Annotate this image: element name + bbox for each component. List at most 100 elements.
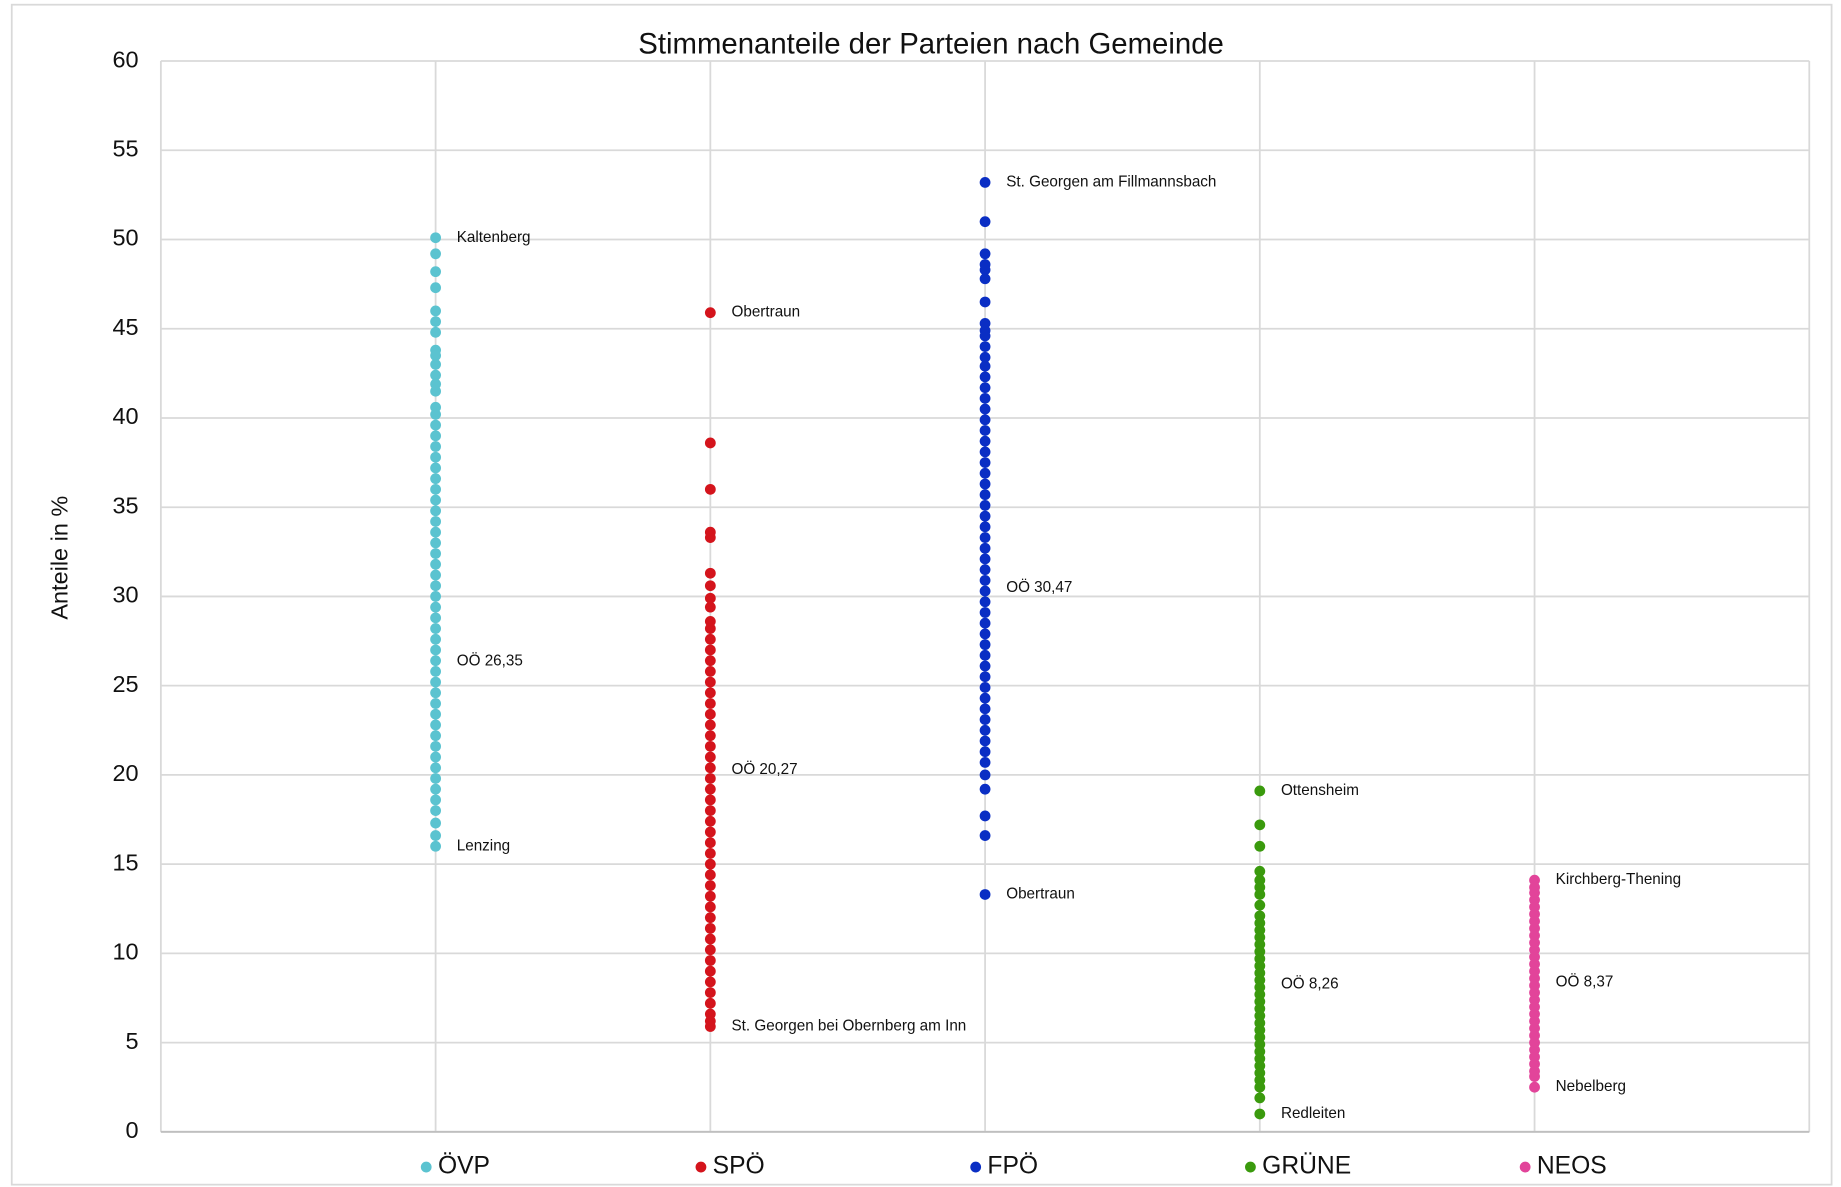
dot <box>979 596 991 608</box>
dot <box>430 505 442 517</box>
dot <box>704 437 716 449</box>
dot <box>704 762 716 774</box>
dot <box>979 628 991 640</box>
legend-marker <box>970 1161 982 1173</box>
dot <box>430 537 442 549</box>
dot <box>979 216 991 228</box>
dot <box>704 890 716 902</box>
y-tick-label: 60 <box>112 46 138 72</box>
dot <box>704 783 716 795</box>
dot <box>979 757 991 768</box>
legend-label: SPÖ <box>713 1153 765 1180</box>
dot <box>979 330 991 342</box>
dot <box>704 976 716 988</box>
dot <box>430 350 442 361</box>
dot <box>430 773 442 784</box>
dot <box>430 698 442 709</box>
dot <box>704 837 716 849</box>
annotation: Kaltenberg <box>457 229 531 246</box>
dot <box>704 933 716 945</box>
dot <box>979 564 991 576</box>
dot <box>430 419 442 431</box>
dot <box>704 580 716 592</box>
y-tick-label: 20 <box>112 760 138 786</box>
legend-label: NEOS <box>1537 1153 1607 1180</box>
dot <box>979 574 991 586</box>
dot <box>979 510 991 522</box>
dot <box>979 769 991 781</box>
dot <box>704 740 716 752</box>
dot <box>430 840 442 852</box>
dot <box>704 997 716 1009</box>
legend-label: ÖVP <box>438 1153 490 1180</box>
dot <box>979 371 991 383</box>
dot <box>430 369 442 381</box>
dot <box>1529 1071 1540 1082</box>
dot <box>430 548 442 560</box>
dot <box>430 687 442 699</box>
dot <box>430 591 442 602</box>
dot <box>430 494 442 506</box>
dot <box>979 341 991 352</box>
annotation: St. Georgen bei Obernberg am Inn <box>731 1018 966 1035</box>
dot <box>979 830 991 841</box>
chart-frame <box>10 3 1833 1186</box>
dot <box>979 810 991 822</box>
dot <box>979 617 991 629</box>
dot <box>704 601 716 613</box>
dot <box>704 719 716 731</box>
dot <box>430 385 442 397</box>
dot <box>704 965 716 977</box>
dot <box>430 569 442 581</box>
dot <box>979 682 991 693</box>
dot <box>430 359 442 370</box>
dot <box>704 880 716 891</box>
dot <box>430 558 442 570</box>
dot <box>979 392 991 404</box>
dot <box>979 446 991 458</box>
dot <box>979 692 991 704</box>
dot <box>704 698 716 709</box>
annotation: Redleiten <box>1281 1105 1345 1122</box>
annotation: Obertraun <box>1006 885 1075 902</box>
dot <box>979 382 991 394</box>
dot <box>979 360 991 372</box>
dot <box>430 282 442 294</box>
dot <box>430 830 442 841</box>
dot <box>704 532 716 543</box>
dot <box>979 521 991 533</box>
annotation: Kirchberg-Thening <box>1556 871 1681 888</box>
chart-title: Stimmenanteile der Parteien nach Gemeind… <box>638 28 1224 61</box>
dot <box>979 542 991 554</box>
dot <box>979 248 991 260</box>
annotation: OÖ 26,35 <box>457 652 523 670</box>
dot <box>979 532 991 543</box>
dot <box>704 1021 716 1032</box>
dot <box>430 580 442 592</box>
dot <box>704 869 716 881</box>
dot <box>430 676 442 688</box>
dot <box>1254 840 1266 852</box>
dot <box>979 264 991 276</box>
dot <box>1254 889 1266 900</box>
dot <box>704 751 716 763</box>
dot <box>979 889 991 900</box>
dot <box>704 644 716 656</box>
dot <box>430 794 442 806</box>
dot <box>979 585 991 597</box>
dot <box>430 644 442 656</box>
dot <box>979 724 991 736</box>
dot <box>979 746 991 758</box>
annotation: Lenzing <box>457 837 510 854</box>
dot <box>979 639 991 651</box>
annotation: OÖ 8,26 <box>1281 974 1339 992</box>
y-tick-label: 50 <box>112 225 138 251</box>
y-tick-label: 55 <box>112 135 138 161</box>
dot <box>430 612 442 624</box>
dot <box>704 730 716 742</box>
dot <box>979 425 991 436</box>
dot <box>979 649 991 661</box>
dot <box>704 708 716 720</box>
legend-marker <box>420 1161 432 1173</box>
dot <box>430 516 442 527</box>
